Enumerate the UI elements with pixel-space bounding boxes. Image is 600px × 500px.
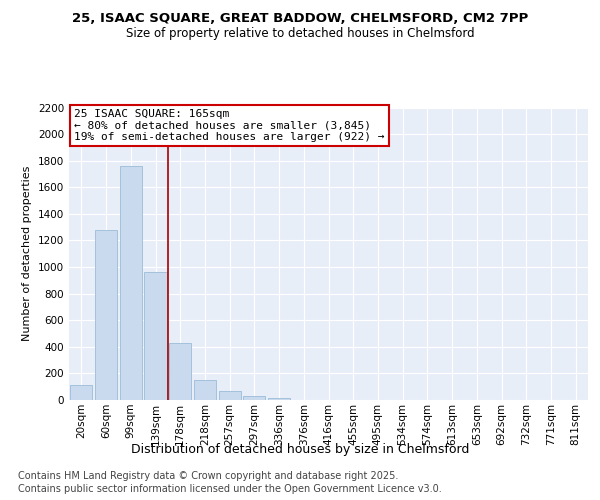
Text: Size of property relative to detached houses in Chelmsford: Size of property relative to detached ho… xyxy=(125,28,475,40)
Bar xyxy=(218,390,241,400)
Bar xyxy=(145,272,167,400)
Text: Distribution of detached houses by size in Chelmsford: Distribution of detached houses by size … xyxy=(131,442,469,456)
Bar xyxy=(194,380,216,400)
Bar xyxy=(95,230,117,400)
Text: 25, ISAAC SQUARE, GREAT BADDOW, CHELMSFORD, CM2 7PP: 25, ISAAC SQUARE, GREAT BADDOW, CHELMSFO… xyxy=(72,12,528,26)
Bar xyxy=(119,166,142,400)
Bar xyxy=(243,396,265,400)
Bar xyxy=(70,386,92,400)
Bar xyxy=(169,344,191,400)
Text: 25 ISAAC SQUARE: 165sqm
← 80% of detached houses are smaller (3,845)
19% of semi: 25 ISAAC SQUARE: 165sqm ← 80% of detache… xyxy=(74,109,385,142)
Bar xyxy=(268,398,290,400)
Text: Contains HM Land Registry data © Crown copyright and database right 2025.: Contains HM Land Registry data © Crown c… xyxy=(18,471,398,481)
Y-axis label: Number of detached properties: Number of detached properties xyxy=(22,166,32,342)
Text: Contains public sector information licensed under the Open Government Licence v3: Contains public sector information licen… xyxy=(18,484,442,494)
